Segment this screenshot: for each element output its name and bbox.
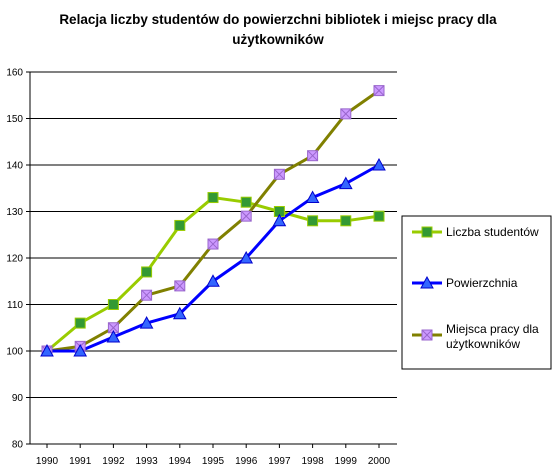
legend-marker [421, 226, 433, 238]
data-point [207, 192, 219, 204]
marker-cross [307, 150, 318, 162]
chart-title-line-1: Relacja liczby studentów do powierzchni … [59, 12, 497, 27]
data-point [240, 210, 252, 222]
x-tick-label: 1993 [135, 456, 158, 467]
data-point [73, 343, 88, 357]
marker-cross [421, 329, 433, 341]
data-point [338, 176, 353, 190]
y-tick-label: 140 [6, 161, 23, 172]
y-tick-label: 80 [12, 440, 24, 451]
marker-cross [207, 238, 219, 250]
data-point [207, 238, 219, 250]
y-tick-label: 90 [12, 393, 24, 404]
y-tick-label: 100 [6, 347, 23, 358]
data-point [174, 280, 186, 292]
marker-cross [174, 280, 186, 292]
x-tick-label: 1998 [301, 456, 324, 467]
data-point [340, 108, 352, 120]
y-tick-label: 160 [6, 68, 23, 79]
x-tick-label: 1995 [202, 456, 225, 467]
legend-label: Miejsca pracy dla [446, 322, 539, 336]
marker-cross [240, 210, 252, 222]
marker-cross [274, 168, 285, 180]
data-point [340, 215, 352, 227]
legend-label: Powierzchnia [446, 276, 518, 290]
data-point [106, 330, 121, 343]
data-point [239, 250, 254, 264]
marker-cross [373, 85, 385, 96]
series-lines [46, 89, 380, 353]
legend-box [401, 215, 552, 370]
x-tick-label: 1992 [102, 456, 125, 467]
data-point [307, 215, 319, 227]
data-point [273, 168, 285, 180]
x-tick-label: 1994 [169, 456, 192, 467]
data-point [305, 190, 320, 204]
x-tick-label: 2000 [368, 456, 391, 467]
data-point [206, 274, 220, 287]
data-point [107, 299, 119, 310]
data-point [141, 289, 153, 301]
chart-title-line-2: użytkowników [232, 32, 324, 47]
data-point [141, 266, 153, 278]
y-tick-label: 110 [7, 300, 23, 311]
y-tick-label: 150 [6, 114, 23, 125]
data-point [307, 150, 319, 162]
legend-marker [420, 275, 434, 289]
chart-title: Relacja liczby studentów do powierzchni … [0, 10, 556, 50]
data-point [272, 213, 287, 227]
legend-label: Liczba studentów [446, 225, 539, 239]
marker-cross [108, 322, 119, 334]
data-point [373, 85, 385, 97]
x-tick-label: 1997 [268, 456, 291, 467]
marker-cross [141, 289, 152, 301]
x-tick-label: 1991 [69, 456, 92, 467]
data-point [240, 196, 252, 208]
y-tick-label: 130 [6, 207, 23, 218]
y-tick-label: 120 [6, 254, 23, 265]
data-point [373, 210, 385, 222]
marker-cross [340, 108, 352, 120]
legend-marker [421, 329, 433, 341]
data-point [40, 343, 54, 357]
data-point [174, 219, 186, 231]
legend-label: użytkowników [446, 337, 520, 351]
x-tick-label: 1999 [335, 456, 358, 467]
data-point [372, 157, 386, 171]
series-markers [40, 85, 386, 357]
data-point [172, 306, 187, 320]
data-point [74, 317, 86, 329]
axes: 80 90 100 110 120 130 140 150 160 1990 1991 1992 199… [6, 68, 397, 467]
legend: Liczba studentów Powierzchnia Miejsca prac… [401, 215, 552, 370]
x-tick-label: 1996 [235, 456, 258, 467]
data-point [139, 316, 154, 329]
gridlines [30, 71, 397, 398]
x-tick-label: 1990 [36, 456, 59, 467]
